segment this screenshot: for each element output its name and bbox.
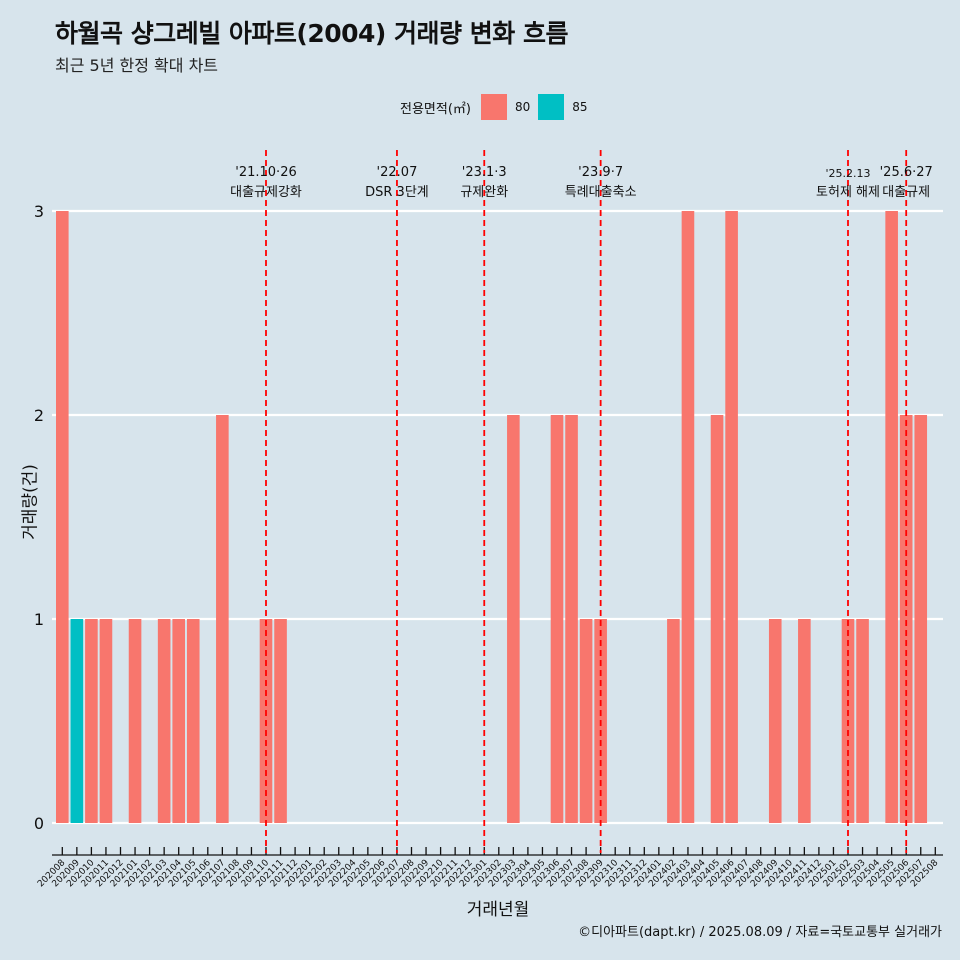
y-tick-label-0: 0 bbox=[34, 814, 44, 833]
y-axis-title: 거래량(건) bbox=[20, 464, 41, 540]
bar-80-202111 bbox=[274, 619, 287, 823]
bar-80-202010 bbox=[85, 619, 98, 823]
legend-title: 전용면적(㎡) bbox=[400, 101, 471, 117]
y-tick-label-1: 1 bbox=[34, 610, 44, 629]
bar-80-202307 bbox=[565, 415, 578, 823]
bar-80-202104 bbox=[172, 619, 185, 823]
legend-swatch-85 bbox=[538, 94, 565, 120]
bar-80-202011 bbox=[99, 619, 113, 823]
chart-title: 하월곡 샹그레빌 아파트(2004) 거래량 변화 흐름 bbox=[55, 19, 568, 48]
source-caption: ©디아파트(dapt.kr) / 2025.08.09 / 자료=국토교통부 실… bbox=[578, 925, 942, 940]
bar-85-202009 bbox=[70, 619, 84, 823]
event-label-202207: DSR 3단계 bbox=[365, 185, 429, 200]
legend-label-85: 85 bbox=[572, 100, 588, 114]
bar-80-202411 bbox=[798, 619, 811, 823]
y-tick-label-3: 3 bbox=[34, 202, 44, 221]
bar-80-202506 bbox=[899, 415, 913, 823]
bar-80-202503 bbox=[856, 619, 869, 823]
legend: 전용면적(㎡) 80 85 bbox=[400, 93, 596, 121]
bar-80-202405 bbox=[710, 415, 724, 823]
bar-80-202101 bbox=[128, 619, 142, 823]
legend-swatch-80 bbox=[480, 94, 507, 120]
event-date-202506: '25.6·27 bbox=[880, 165, 933, 180]
event-label-202502: 토허제 해제 bbox=[816, 185, 880, 200]
legend-item-80: 80 bbox=[480, 94, 531, 120]
bar-80-202409 bbox=[768, 619, 782, 823]
bar-80-202505 bbox=[885, 211, 898, 823]
legend-item-85: 85 bbox=[538, 94, 588, 120]
bar-80-202308 bbox=[579, 619, 593, 823]
bar-80-202103 bbox=[157, 619, 171, 823]
bar-80-202008 bbox=[56, 211, 69, 823]
chart-subtitle: 최근 5년 한정 확대 차트 bbox=[55, 56, 219, 75]
bar-80-202507 bbox=[914, 415, 928, 823]
event-label-202110: 대출규제강화 bbox=[230, 185, 302, 200]
bar-80-202303 bbox=[507, 415, 520, 823]
bar-80-202402 bbox=[667, 619, 680, 823]
x-axis-title: 거래년월 bbox=[466, 900, 530, 920]
y-tick-label-2: 2 bbox=[34, 406, 44, 425]
event-date-202301: '23.1·3 bbox=[462, 165, 507, 180]
event-label-202309: 특례대출축소 bbox=[565, 185, 637, 200]
event-date-202110: '21.10·26 bbox=[235, 165, 296, 180]
event-label-202301: 규제완화 bbox=[460, 185, 508, 200]
legend-label-80: 80 bbox=[514, 100, 531, 114]
event-date-202502: '25.2.13 bbox=[825, 167, 870, 180]
bar-80-202306 bbox=[550, 415, 564, 823]
bar-80-202105 bbox=[186, 619, 200, 823]
event-date-202207: '22.07 bbox=[377, 165, 418, 180]
bar-80-202403 bbox=[681, 211, 695, 823]
bar-80-202406 bbox=[725, 211, 738, 823]
event-label-202506: 대출규제 bbox=[882, 185, 930, 200]
bar-80-202107 bbox=[216, 415, 229, 823]
event-date-202309: '23.9·7 bbox=[578, 165, 623, 180]
